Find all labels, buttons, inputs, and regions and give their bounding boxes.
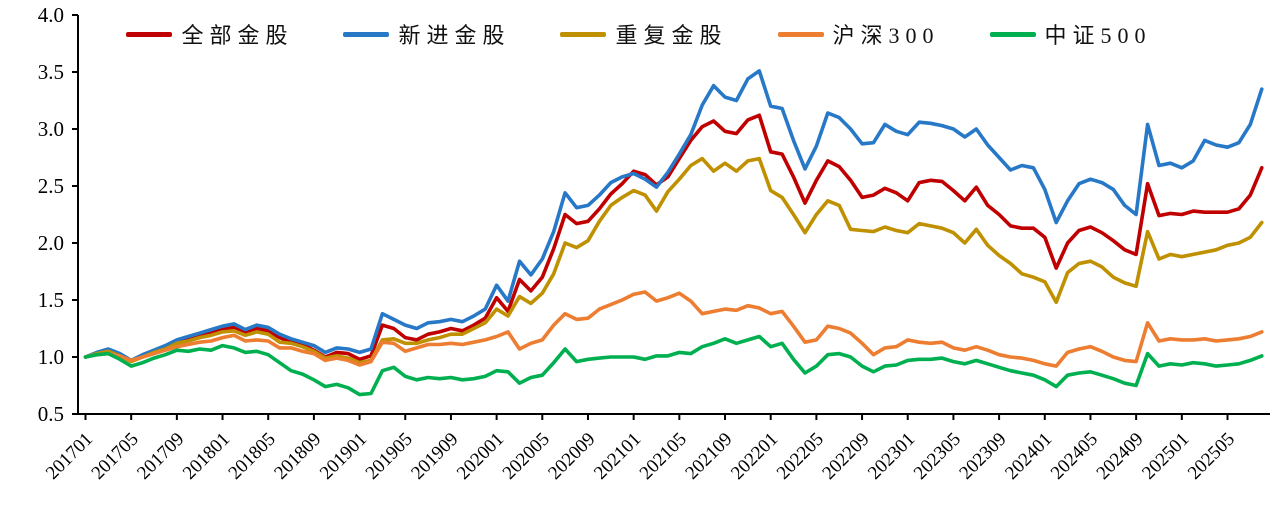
x-axis-label: 202009 [544, 429, 599, 484]
x-axis-label: 202101 [590, 429, 645, 484]
x-axis-label: 202505 [1184, 429, 1239, 484]
x-axis-label: 201901 [316, 429, 371, 484]
x-axis-label: 201709 [133, 429, 188, 484]
series-line-中证500 [83, 334, 1264, 397]
x-axis-label: 201805 [225, 429, 280, 484]
x-axis-label: 202209 [818, 429, 873, 484]
x-axis-label: 202109 [681, 429, 736, 484]
x-axis-label: 201905 [362, 429, 417, 484]
x-axis-label: 202401 [1001, 429, 1056, 484]
y-axis-label: 3.0 [38, 117, 64, 141]
series-line-重复金股 [83, 156, 1264, 365]
x-axis-label: 202309 [955, 429, 1010, 484]
x-axis-label: 202105 [636, 429, 691, 484]
y-axis-label: 2.5 [38, 174, 64, 198]
y-axis-label: 2.0 [38, 231, 64, 255]
series-line-沪深300 [83, 290, 1264, 368]
x-axis-label: 202205 [773, 429, 828, 484]
x-axis-label: 201809 [270, 429, 325, 484]
x-axis-label: 202405 [1047, 429, 1102, 484]
x-axis-label: 202301 [864, 429, 919, 484]
x-axis-label: 201701 [42, 429, 97, 484]
x-axis-label: 202501 [1138, 429, 1193, 484]
x-axis-label: 202201 [727, 429, 782, 484]
y-axis-label: 1.0 [38, 345, 64, 369]
y-axis-label: 4.0 [38, 3, 64, 27]
x-axis-label: 202005 [499, 429, 554, 484]
series-line-新进金股 [83, 69, 1264, 363]
y-axis-label: 0.5 [38, 402, 64, 426]
y-axis-label: 1.5 [38, 288, 64, 312]
x-axis-label: 202001 [453, 429, 508, 484]
x-axis-label: 201909 [407, 429, 462, 484]
x-axis-label: 201705 [88, 429, 143, 484]
x-axis-label: 202305 [910, 429, 965, 484]
y-axis-label: 3.5 [38, 60, 64, 84]
x-axis-label: 201801 [179, 429, 234, 484]
series-line-全部金股 [83, 113, 1264, 363]
x-axis-label: 202409 [1093, 429, 1148, 484]
